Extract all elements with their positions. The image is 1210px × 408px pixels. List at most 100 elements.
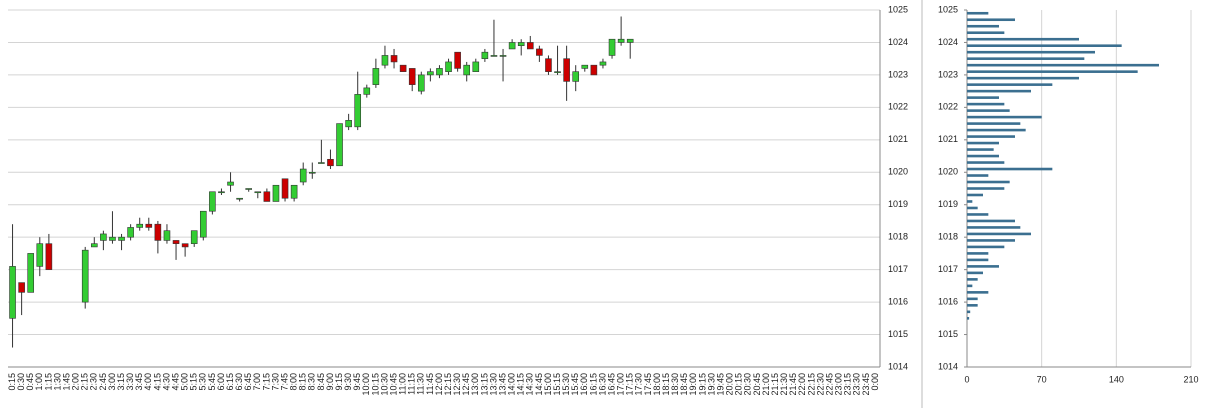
x-tick-label: 21:30 [779, 373, 789, 396]
candle-body [436, 68, 443, 76]
candle-body [45, 243, 53, 270]
x-tick-label: 23:00 [834, 373, 844, 396]
x-tick-label: 11:30 [416, 373, 426, 395]
x-tick-label: 3:45 [134, 373, 144, 391]
y-tick-label: 1017 [888, 264, 908, 274]
candle-body [463, 64, 471, 76]
candle-body [163, 230, 171, 241]
x-tick-label: 5:00 [180, 373, 190, 391]
candle-body [336, 123, 343, 167]
candle-body [608, 38, 616, 56]
y-tick-label: 1015 [938, 329, 958, 339]
x-tick-label: 10:00 [361, 373, 371, 396]
x-tick-label: 20:45 [752, 373, 762, 396]
x-tick-label: 13:15 [479, 373, 489, 396]
histogram-bar [967, 102, 1005, 106]
x-tick-label: 8:45 [316, 373, 326, 391]
y-tick-label: 1014 [938, 361, 958, 371]
x-tick-label: 11:00 [398, 373, 408, 395]
histogram-bar [967, 37, 1079, 41]
histogram-bar [967, 18, 1015, 22]
candle-body [90, 243, 98, 248]
x-tick-label: 13:00 [470, 373, 480, 396]
candle-body [545, 58, 552, 72]
histogram-bar [967, 219, 1015, 223]
histogram-bar [967, 89, 1031, 93]
x-tick-label: 5:15 [189, 373, 199, 391]
x-tick-label: 11:45 [425, 373, 435, 395]
candle-body [472, 61, 480, 72]
x-tick-label: 19:45 [715, 373, 725, 396]
candle-body [390, 55, 398, 63]
candle-body [181, 243, 189, 248]
histogram-bar [967, 174, 989, 177]
histogram-bar [967, 304, 978, 307]
x-tick-label: 18:15 [661, 373, 671, 396]
candle-body [18, 282, 25, 293]
candle-body [227, 181, 234, 186]
histogram-bar [967, 135, 1015, 138]
x-tick-label: 3:00 [107, 373, 117, 391]
x-tick-label: 0:15 [7, 373, 17, 391]
x-tick-label: 11:15 [407, 373, 417, 395]
candle-body [154, 223, 162, 241]
histogram-bar [967, 271, 983, 275]
candle-body [254, 191, 262, 194]
x-tick-label: 15:00 [543, 373, 553, 396]
x-tick-label: 2:00 [71, 373, 81, 391]
x-tick-label: 19:15 [697, 373, 707, 396]
candle-body [481, 51, 489, 59]
candle-body [408, 68, 416, 85]
candle-body [327, 158, 334, 167]
candle-body [272, 184, 280, 202]
candle-body [363, 87, 371, 95]
candle-body [581, 64, 589, 69]
histogram-bar [967, 193, 983, 197]
x-tick-label: 10:15 [370, 373, 380, 396]
x-tick-label: 2:15 [80, 373, 90, 391]
histogram-bar [967, 297, 978, 301]
y-tick-label: 1019 [938, 199, 958, 209]
x-tick-label: 20:30 [743, 373, 753, 396]
x-tick-label: 14:45 [534, 373, 544, 396]
x-tick-label: 22:15 [806, 373, 816, 396]
histogram-bar [967, 83, 1053, 86]
candle-body [245, 188, 253, 190]
x-tick-label: 1:45 [61, 373, 71, 391]
x-tick-label: 19:30 [706, 373, 716, 396]
x-tick-label: 18:45 [679, 373, 689, 396]
x-tick-label: 0:30 [16, 373, 26, 391]
histogram-bar [967, 115, 1042, 119]
histogram-bar [967, 317, 970, 320]
y-tick-label: 1022 [938, 102, 958, 112]
candle-body [81, 249, 89, 303]
x-tick-label: 17:00 [616, 373, 626, 396]
y-tick-label: 1022 [888, 102, 908, 112]
x-tick-label: 9:00 [325, 373, 335, 391]
x-tick-label: 9:45 [352, 373, 362, 391]
candle-body [290, 184, 298, 199]
y-tick-label: 1020 [938, 167, 958, 177]
histogram-bar [967, 252, 989, 255]
x-tick-label: 15:45 [570, 373, 580, 396]
candle-body [417, 74, 425, 92]
histogram-bar [967, 245, 1005, 249]
x-tick-label: 6:15 [225, 373, 235, 391]
y-tick-label: 1015 [888, 329, 908, 339]
candle-body [299, 168, 307, 183]
histogram-bar [967, 310, 971, 314]
x-tick-label: 10:45 [388, 373, 398, 396]
histogram-bar [967, 154, 999, 158]
candle-body [308, 171, 316, 174]
x-tick-label: 21:45 [788, 373, 798, 396]
y-tick-label: 1019 [888, 199, 908, 209]
candle-body [590, 64, 598, 76]
y-tick-label: 1018 [938, 232, 958, 242]
histogram-bar [967, 70, 1138, 73]
histogram-bar [967, 161, 1005, 164]
x-tick-label: 3:15 [116, 373, 126, 391]
y-tick-label: 1016 [938, 296, 958, 306]
x-tick-label: 12:00 [434, 373, 444, 396]
x-tick-label: 7:00 [252, 373, 262, 391]
candle-body [427, 71, 434, 76]
